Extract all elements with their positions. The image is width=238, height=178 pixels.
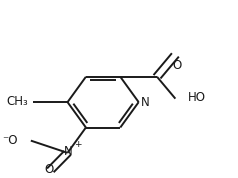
Text: O: O — [172, 59, 181, 72]
Text: O: O — [45, 163, 54, 176]
Text: +: + — [74, 140, 82, 150]
Text: CH₃: CH₃ — [7, 95, 29, 108]
Text: ⁻O: ⁻O — [3, 134, 18, 147]
Text: HO: HO — [188, 91, 206, 104]
Text: N: N — [141, 96, 150, 109]
Text: N: N — [64, 145, 73, 158]
